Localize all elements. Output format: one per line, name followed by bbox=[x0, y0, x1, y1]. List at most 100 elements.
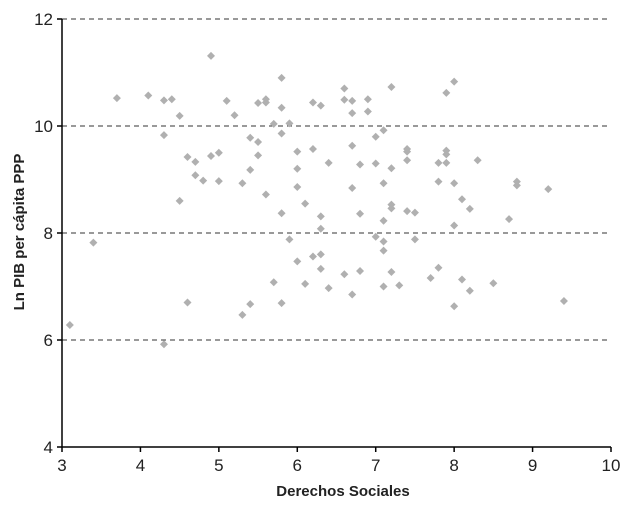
data-point-91 bbox=[410, 235, 419, 244]
data-point-45 bbox=[293, 257, 302, 266]
data-point-73 bbox=[371, 232, 380, 241]
data-point-100 bbox=[450, 77, 459, 86]
data-point-50 bbox=[308, 252, 317, 261]
data-point-65 bbox=[348, 290, 357, 299]
data-point-108 bbox=[473, 156, 482, 165]
data-point-75 bbox=[379, 179, 388, 188]
data-point-8 bbox=[175, 111, 184, 120]
data-point-1 bbox=[65, 321, 74, 330]
data-point-99 bbox=[442, 158, 451, 167]
y-tick-label-12: 12 bbox=[34, 10, 53, 29]
data-point-36 bbox=[277, 103, 286, 112]
gridlines bbox=[62, 18, 611, 341]
data-point-106 bbox=[465, 204, 474, 213]
data-point-42 bbox=[293, 147, 302, 156]
data-point-103 bbox=[450, 302, 459, 311]
data-point-101 bbox=[450, 179, 459, 188]
data-point-44 bbox=[293, 182, 302, 191]
data-point-83 bbox=[387, 204, 396, 213]
data-point-40 bbox=[285, 119, 294, 128]
data-point-22 bbox=[238, 179, 247, 188]
data-point-90 bbox=[410, 208, 419, 217]
data-point-53 bbox=[316, 224, 325, 233]
data-point-60 bbox=[340, 270, 349, 279]
data-point-102 bbox=[450, 221, 459, 230]
data-point-110 bbox=[505, 215, 514, 224]
data-point-9 bbox=[175, 196, 184, 205]
data-point-27 bbox=[254, 138, 263, 147]
data-point-48 bbox=[308, 98, 317, 107]
y-axis-title: Ln PIB per cápita PPP bbox=[11, 154, 28, 311]
data-point-2 bbox=[89, 238, 98, 247]
data-point-16 bbox=[207, 151, 216, 160]
data-point-56 bbox=[324, 158, 333, 167]
data-point-94 bbox=[434, 177, 443, 186]
data-points bbox=[65, 51, 568, 349]
x-tick-label-5: 5 bbox=[214, 456, 223, 475]
data-point-57 bbox=[324, 284, 333, 293]
data-point-98 bbox=[442, 150, 451, 159]
data-point-19 bbox=[183, 298, 192, 307]
data-point-13 bbox=[191, 171, 200, 180]
data-point-88 bbox=[403, 156, 412, 165]
data-point-71 bbox=[371, 132, 380, 141]
data-point-55 bbox=[316, 264, 325, 273]
data-point-12 bbox=[191, 157, 200, 166]
data-point-78 bbox=[379, 246, 388, 255]
data-point-31 bbox=[261, 98, 270, 107]
data-point-28 bbox=[254, 151, 263, 160]
data-point-58 bbox=[340, 84, 349, 93]
data-point-81 bbox=[387, 164, 396, 173]
data-point-62 bbox=[348, 109, 357, 118]
data-point-32 bbox=[261, 190, 270, 199]
x-tick-label-10: 10 bbox=[602, 456, 621, 475]
y-tick-label-6: 6 bbox=[44, 331, 53, 350]
data-point-68 bbox=[356, 266, 365, 275]
data-point-5 bbox=[159, 96, 168, 105]
data-point-67 bbox=[356, 209, 365, 218]
data-point-4 bbox=[144, 91, 153, 100]
x-tick-label-8: 8 bbox=[449, 456, 458, 475]
data-point-74 bbox=[379, 126, 388, 135]
data-point-39 bbox=[277, 299, 286, 308]
data-point-20 bbox=[222, 96, 231, 105]
data-point-6 bbox=[167, 95, 176, 104]
data-point-10 bbox=[159, 340, 168, 349]
data-point-49 bbox=[308, 145, 317, 154]
data-point-72 bbox=[371, 159, 380, 168]
data-point-95 bbox=[434, 263, 443, 272]
data-point-77 bbox=[379, 237, 388, 246]
data-point-87 bbox=[403, 147, 412, 156]
data-point-80 bbox=[387, 82, 396, 91]
x-tick-label-3: 3 bbox=[57, 456, 66, 475]
data-point-63 bbox=[348, 141, 357, 150]
data-point-7 bbox=[159, 131, 168, 140]
data-point-89 bbox=[403, 207, 412, 216]
data-point-112 bbox=[512, 181, 521, 190]
data-point-41 bbox=[285, 235, 294, 244]
data-point-109 bbox=[489, 279, 498, 288]
data-point-61 bbox=[348, 96, 357, 105]
y-tick-label-4: 4 bbox=[44, 438, 53, 457]
data-point-66 bbox=[356, 160, 365, 169]
x-axis-title: Derechos Sociales bbox=[276, 483, 409, 500]
x-tick-label-7: 7 bbox=[371, 456, 380, 475]
data-point-18 bbox=[214, 177, 223, 186]
data-point-35 bbox=[277, 73, 286, 82]
data-point-85 bbox=[395, 281, 404, 290]
y-tick-label-8: 8 bbox=[44, 224, 53, 243]
data-point-51 bbox=[316, 101, 325, 110]
data-point-96 bbox=[442, 88, 451, 97]
data-point-47 bbox=[301, 279, 310, 288]
data-point-52 bbox=[316, 212, 325, 221]
data-point-43 bbox=[293, 164, 302, 173]
data-point-59 bbox=[340, 95, 349, 104]
data-point-70 bbox=[363, 107, 372, 116]
data-point-37 bbox=[277, 129, 286, 138]
y-tick-label-10: 10 bbox=[34, 117, 53, 136]
data-point-46 bbox=[301, 199, 310, 208]
data-point-104 bbox=[457, 195, 466, 204]
